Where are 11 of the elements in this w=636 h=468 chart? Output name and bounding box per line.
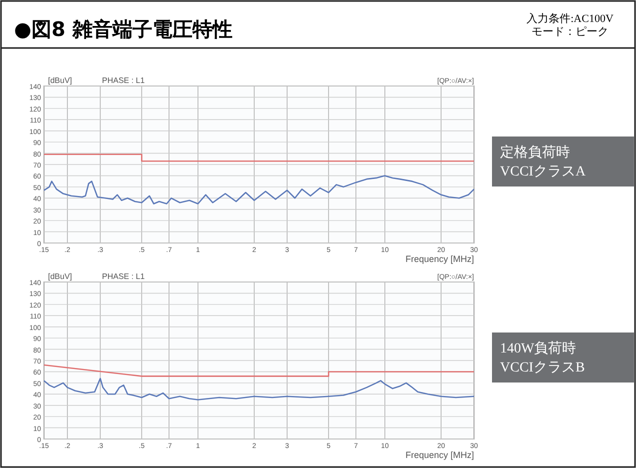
chart-title: ●図8 雑音端子電圧特性 — [14, 17, 232, 41]
text: 定格負荷時 VCCIクラスA — [500, 144, 586, 180]
text: 入力条件:AC100V — [526, 12, 614, 25]
y-axis-title: [dBuV] — [48, 76, 72, 85]
text: 140W負荷時 VCCIクラスB — [500, 340, 585, 376]
text: モード：ピーク — [532, 26, 608, 38]
text: PHASE : L1 — [102, 76, 146, 85]
y-axis-title: [dBuV] — [48, 272, 72, 281]
text: PHASE : L1 — [102, 272, 146, 281]
x-axis-title: Frequency [MHz] — [405, 254, 474, 264]
x-axis-title: Frequency [MHz] — [405, 450, 474, 460]
